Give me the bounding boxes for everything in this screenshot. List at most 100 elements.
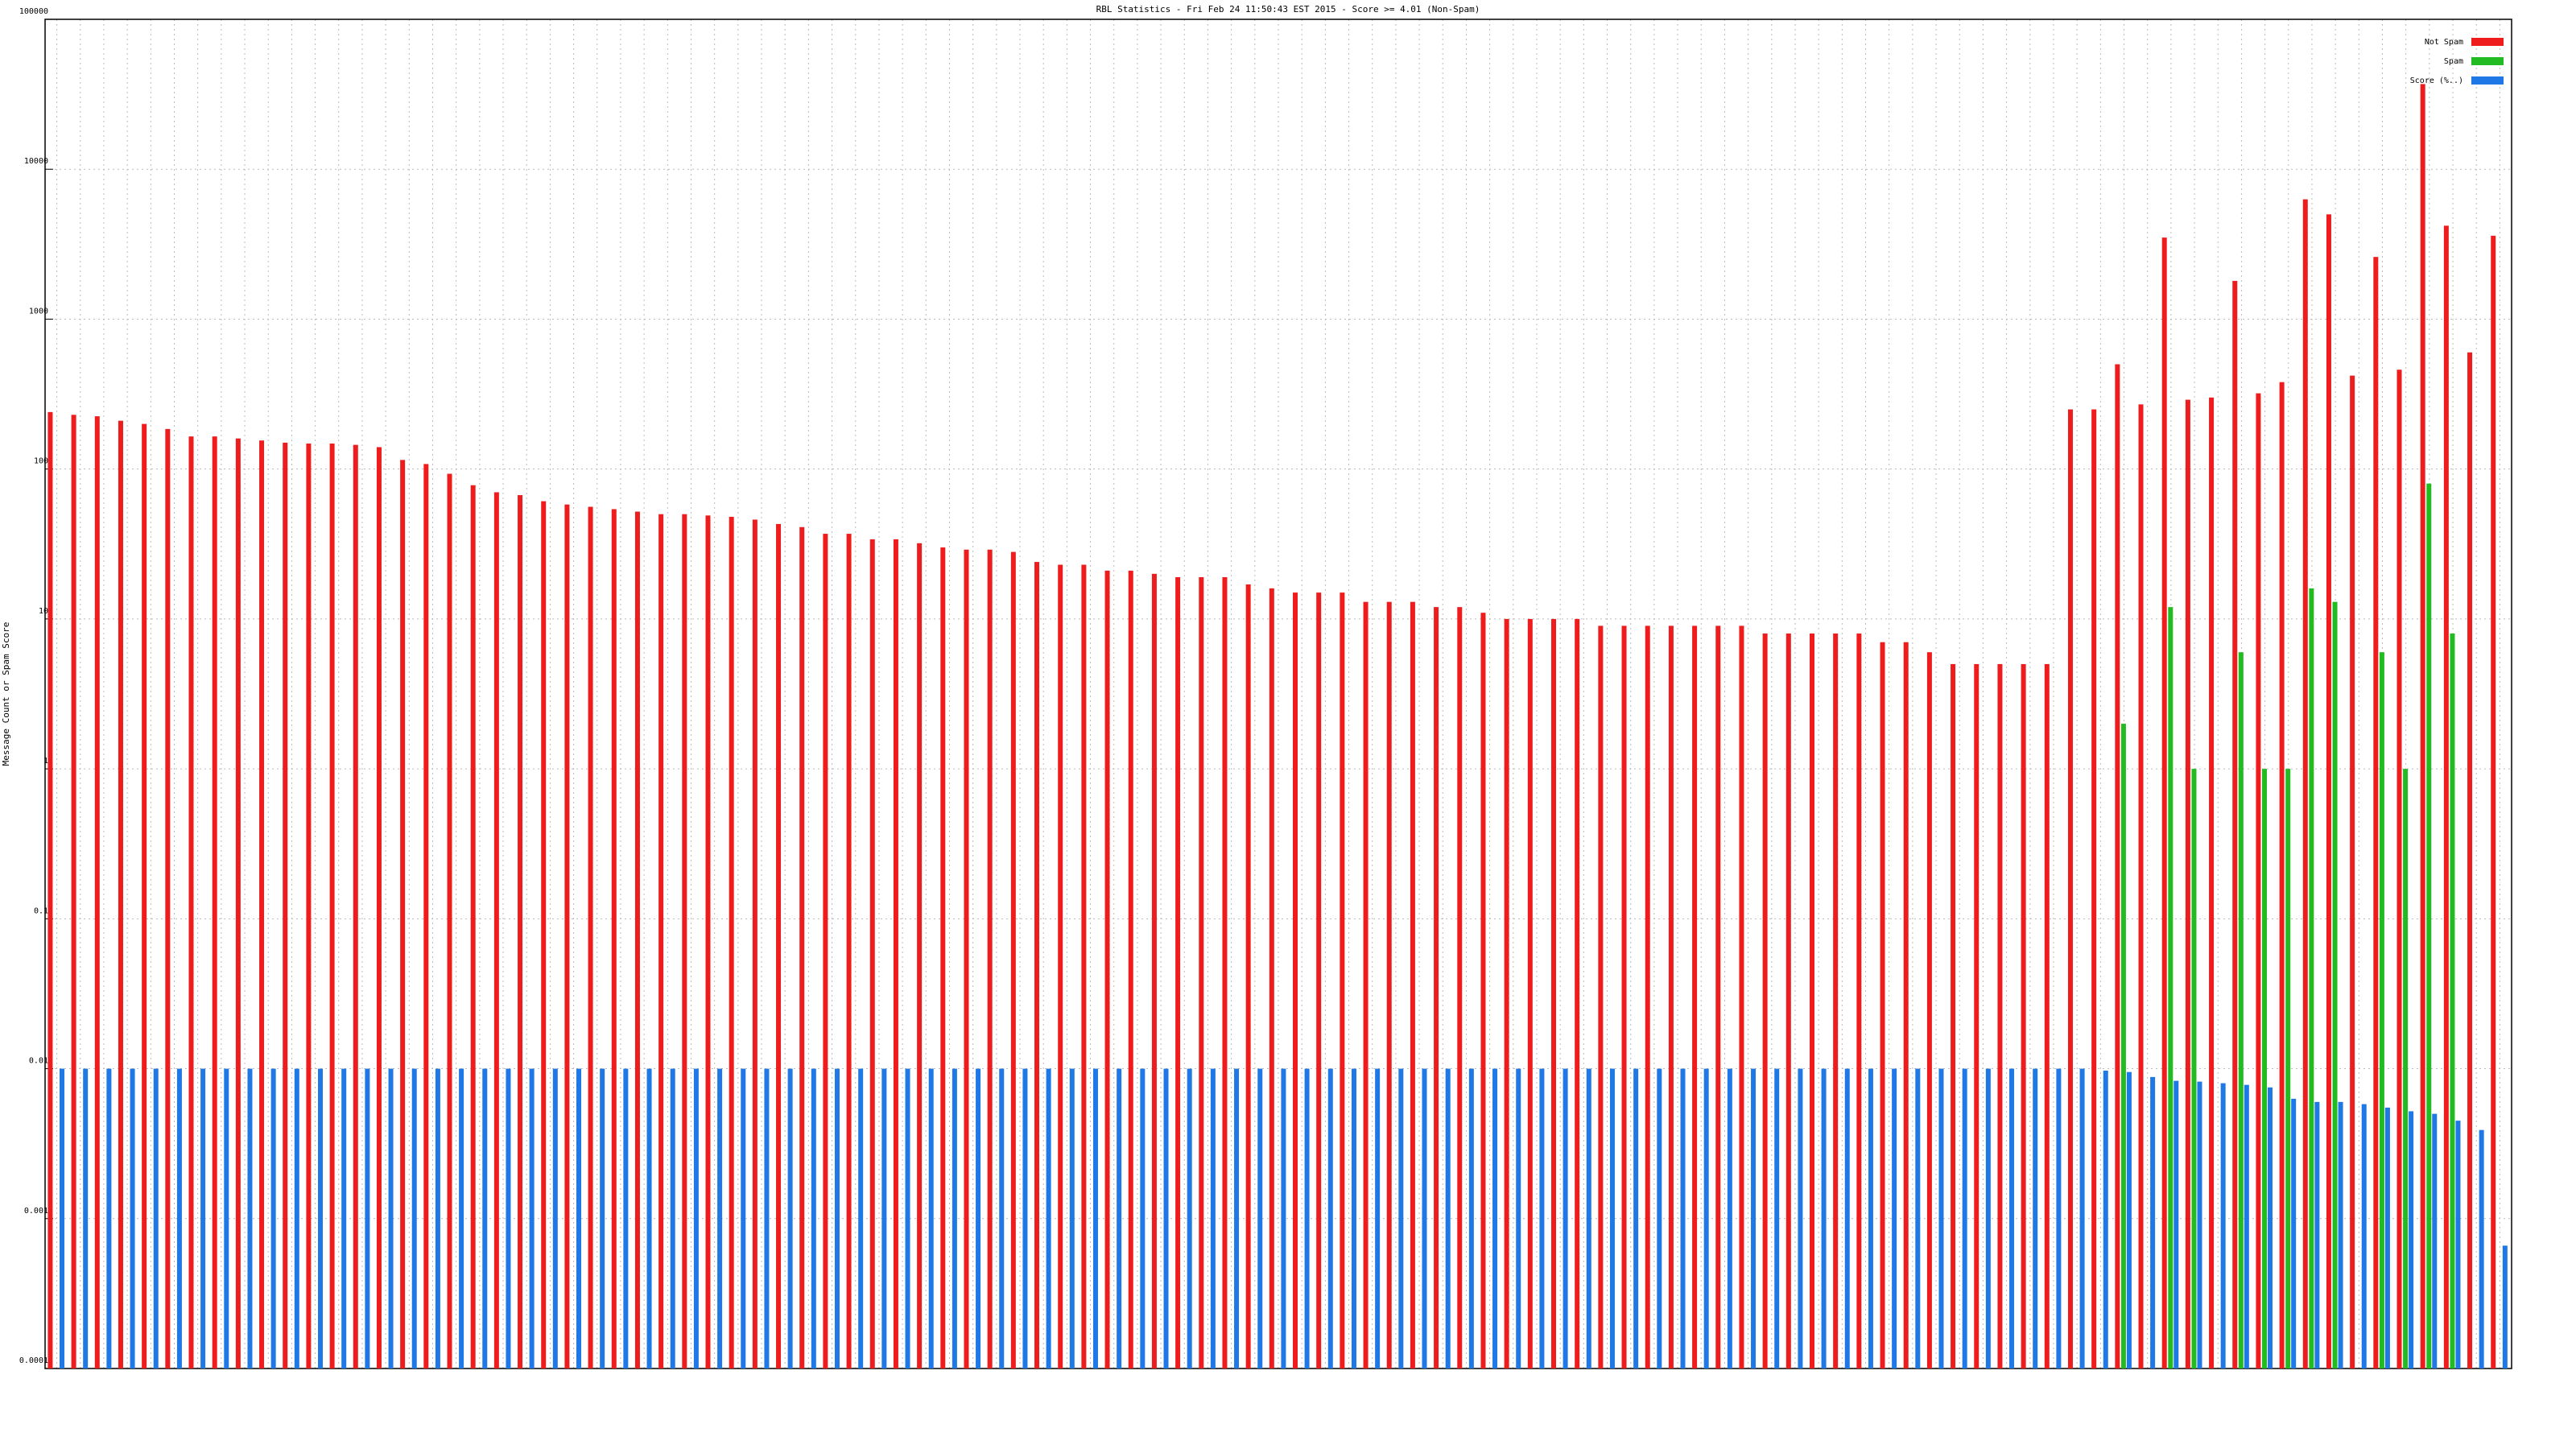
- bar: [318, 1068, 324, 1368]
- bar: [2361, 1104, 2367, 1368]
- bar: [2079, 1068, 2085, 1368]
- bar: [2502, 1245, 2508, 1368]
- bar: [1751, 1068, 1757, 1368]
- bar: [60, 1068, 65, 1368]
- bar: [1140, 1068, 1146, 1368]
- bar: [1222, 576, 1228, 1368]
- bar: [2238, 652, 2244, 1368]
- bar: [2091, 409, 2097, 1368]
- bar: [1293, 592, 1298, 1368]
- bar: [388, 1068, 394, 1368]
- bar: [2291, 1098, 2297, 1368]
- bar: [376, 447, 382, 1369]
- bar: [2009, 1068, 2015, 1368]
- y-tick-label: 0.1: [34, 906, 48, 915]
- bar: [1234, 1068, 1240, 1368]
- bar: [2161, 237, 2167, 1368]
- bar: [1844, 1068, 1850, 1368]
- bar: [1785, 633, 1791, 1368]
- bar: [705, 515, 711, 1368]
- bar: [1434, 607, 1439, 1368]
- bar: [1081, 564, 1087, 1368]
- bar: [2350, 375, 2355, 1369]
- bar: [259, 440, 265, 1368]
- bar: [1774, 1068, 1780, 1368]
- bar: [634, 511, 640, 1368]
- bar: [1692, 625, 1698, 1368]
- bar: [1903, 642, 1909, 1368]
- bar: [1657, 1068, 1662, 1368]
- bar: [1363, 601, 1368, 1368]
- bar: [2338, 1101, 2343, 1368]
- bar: [1410, 601, 1415, 1368]
- bar: [1386, 601, 1392, 1368]
- bar: [2403, 769, 2409, 1368]
- bar: [834, 1068, 840, 1368]
- bar: [1527, 618, 1533, 1368]
- bar: [987, 549, 993, 1368]
- bar: [130, 1068, 135, 1368]
- bar: [1880, 642, 1885, 1368]
- bar: [752, 519, 758, 1368]
- bar: [294, 1068, 299, 1368]
- bar: [1892, 1068, 1897, 1368]
- bar: [270, 1068, 276, 1368]
- bar: [165, 428, 171, 1368]
- bar: [823, 534, 828, 1368]
- bar: [1398, 1068, 1404, 1368]
- bar: [2033, 1068, 2038, 1368]
- bar: [2103, 1071, 2108, 1368]
- bar: [1645, 625, 1650, 1368]
- bar: [1586, 1068, 1591, 1368]
- bar: [2491, 235, 2496, 1369]
- y-tick-label: 100000: [19, 7, 48, 16]
- bar: [2150, 1076, 2156, 1368]
- y-tick-label: 1000: [29, 307, 48, 316]
- bar: [2373, 257, 2379, 1368]
- bar: [2409, 1111, 2414, 1368]
- bar: [1962, 1068, 1967, 1368]
- bar: [2279, 382, 2285, 1368]
- bar: [776, 523, 782, 1368]
- bar: [881, 1068, 887, 1368]
- bar: [1997, 663, 2003, 1368]
- bar: [142, 423, 147, 1369]
- bar: [435, 1068, 440, 1368]
- bar: [2302, 199, 2308, 1368]
- bar: [1375, 1068, 1381, 1368]
- bar: [247, 1068, 253, 1368]
- bar: [1551, 618, 1557, 1368]
- bar: [576, 1068, 581, 1368]
- bar: [235, 438, 241, 1368]
- bar: [2426, 483, 2432, 1369]
- bar: [1938, 1068, 1944, 1368]
- bar: [1104, 570, 1110, 1368]
- bar: [1821, 1068, 1827, 1368]
- bar: [588, 506, 593, 1369]
- bar: [729, 517, 734, 1368]
- bar: [2326, 214, 2331, 1368]
- bar: [682, 514, 687, 1369]
- bar: [2332, 601, 2338, 1368]
- bar: [1516, 1068, 1521, 1368]
- bar: [1575, 618, 1580, 1368]
- bar: [2044, 663, 2050, 1368]
- bar: [506, 1068, 511, 1368]
- bar: [1069, 1068, 1075, 1368]
- bar: [1974, 663, 1979, 1368]
- bar: [1609, 1068, 1615, 1368]
- bar: [2197, 1081, 2202, 1368]
- bar: [976, 1068, 981, 1368]
- bar: [917, 543, 923, 1368]
- bar: [1703, 1068, 1709, 1368]
- bar: [1951, 663, 1956, 1368]
- bar: [153, 1068, 159, 1368]
- bar: [1563, 1068, 1568, 1368]
- legend-label: Not Spam: [2425, 38, 2463, 47]
- bar: [2138, 404, 2144, 1368]
- bar: [1163, 1068, 1169, 1368]
- bar: [646, 1068, 652, 1368]
- bar: [999, 1068, 1005, 1368]
- bar: [2209, 397, 2215, 1368]
- bar: [447, 473, 452, 1368]
